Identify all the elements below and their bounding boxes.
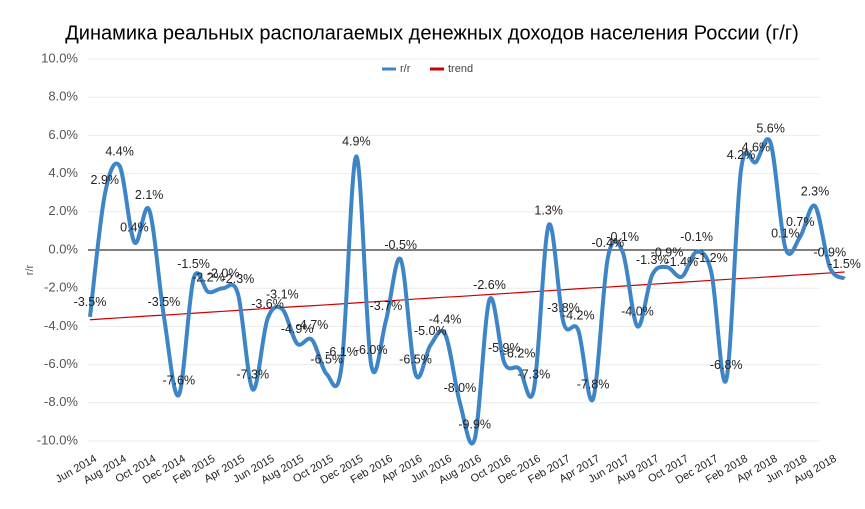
data-label: -3.8% [547, 301, 580, 315]
data-label: -7.8% [577, 377, 610, 391]
data-label: -1.4% [666, 255, 699, 269]
data-label: -1.3% [636, 253, 669, 267]
data-label: -8.0% [444, 381, 477, 395]
y-axis-title: r/r [24, 264, 36, 275]
data-label: 4.2% [727, 148, 756, 162]
data-label: -2.3% [222, 272, 255, 286]
y-tick-label: 6.0% [48, 127, 78, 142]
y-tick-label: 0.0% [48, 241, 78, 256]
y-tick-label: -4.0% [44, 318, 78, 333]
data-label: 4.9% [342, 135, 371, 149]
y-tick-label: -8.0% [44, 394, 78, 409]
data-label: -5.0% [414, 324, 447, 338]
data-label: -1.5% [828, 257, 861, 271]
data-label: -3.5% [148, 295, 181, 309]
data-label: -3.5% [74, 295, 107, 309]
data-label: -5.9% [488, 341, 521, 355]
data-label: -0.5% [384, 238, 417, 252]
data-label: -2.0% [207, 266, 240, 280]
legend-label: r/r [400, 63, 411, 75]
y-tick-label: 10.0% [41, 50, 78, 65]
data-label: -4.2% [562, 309, 595, 323]
data-label: 0.1% [771, 226, 800, 240]
data-label: -9.9% [458, 417, 491, 431]
y-tick-label: 4.0% [48, 165, 78, 180]
data-label: -6.1% [325, 345, 358, 359]
y-tick-label: -6.0% [44, 356, 78, 371]
data-label: -4.7% [296, 318, 329, 332]
data-label: -6.5% [399, 352, 432, 366]
data-label: -0.1% [606, 230, 639, 244]
data-label: -6.0% [355, 343, 388, 357]
data-label: 2.1% [135, 188, 164, 202]
data-label: -0.9% [651, 245, 684, 259]
chart-title: Динамика реальных располагаемых денежных… [65, 22, 799, 44]
data-label: -3.7% [370, 299, 403, 313]
data-label: 2.9% [91, 173, 120, 187]
data-label: 4.4% [105, 144, 134, 158]
data-label: -2.2% [192, 270, 225, 284]
data-label: -7.6% [162, 373, 195, 387]
data-label: -6.2% [503, 347, 536, 361]
data-label: 2.3% [801, 184, 830, 198]
data-label: -3.1% [266, 288, 299, 302]
data-label: -3.6% [251, 297, 284, 311]
data-label: -0.9% [813, 245, 846, 259]
data-label: 1.3% [534, 203, 563, 217]
data-label: -7.3% [236, 368, 269, 382]
data-label: -4.9% [281, 322, 314, 336]
data-label: 4.6% [742, 140, 771, 154]
data-label: -1.2% [695, 251, 728, 265]
data-label: 0.4% [120, 221, 149, 235]
y-tick-label: -2.0% [44, 280, 78, 295]
series-line [89, 271, 845, 321]
y-tick-label: -10.0% [37, 432, 79, 447]
data-label: -6.5% [310, 352, 343, 366]
data-label: -0.4% [592, 236, 625, 250]
y-tick-label: 8.0% [48, 89, 78, 104]
data-label: -1.5% [177, 257, 210, 271]
legend-label: trend [448, 63, 473, 75]
data-label: 5.6% [756, 121, 785, 135]
y-tick-label: 2.0% [48, 203, 78, 218]
data-label: -4.0% [621, 305, 654, 319]
data-label: -6.8% [710, 358, 743, 372]
data-label: -2.6% [473, 278, 506, 292]
data-label: -7.3% [518, 368, 551, 382]
series-line [88, 137, 846, 446]
data-label: -4.4% [429, 312, 462, 326]
data-label: 0.7% [786, 215, 815, 229]
data-label: -0.1% [680, 230, 713, 244]
